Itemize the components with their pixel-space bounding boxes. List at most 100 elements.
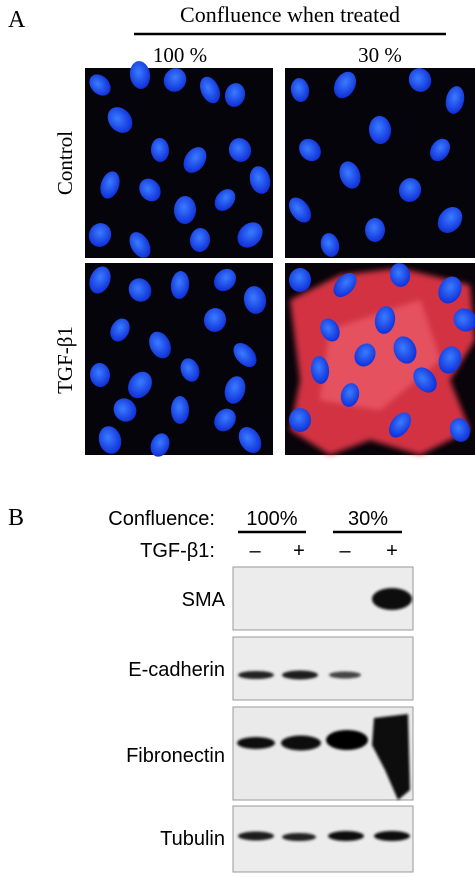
nucleus	[233, 342, 257, 368]
treatment-sign: +	[386, 540, 398, 562]
band	[238, 831, 274, 841]
treatment-sign: +	[293, 540, 305, 562]
nucleus	[214, 408, 236, 432]
nucleus	[290, 78, 310, 102]
nucleus	[438, 276, 462, 304]
nucleus	[189, 228, 211, 252]
row-title: TGF-β1:	[140, 540, 215, 562]
blot-label: SMA	[182, 589, 226, 611]
row-label: TGF-β1	[53, 326, 77, 394]
bands	[237, 588, 412, 841]
blot-label: Tubulin	[160, 828, 225, 850]
nucleus	[199, 76, 221, 104]
blot-label: Fibronectin	[126, 745, 225, 767]
nucleus	[438, 346, 462, 374]
nucleus	[150, 433, 170, 457]
panel-label: B	[8, 505, 24, 531]
nucleus	[333, 272, 357, 298]
nucleus	[249, 166, 271, 194]
band	[374, 831, 410, 841]
nucleus	[374, 306, 396, 334]
nucleus	[224, 376, 246, 404]
group-label: 30%	[348, 508, 388, 530]
nucleus	[299, 138, 321, 162]
nucleus	[107, 107, 133, 133]
nucleus	[449, 418, 471, 442]
nucleus	[224, 83, 246, 107]
row-title: Confluence:	[108, 508, 215, 530]
column-label: 100 %	[153, 43, 207, 67]
nucleus	[180, 358, 200, 382]
nucleus	[320, 318, 340, 342]
nucleus	[430, 138, 450, 162]
nucleus	[100, 171, 120, 199]
band	[326, 730, 368, 750]
nucleus	[289, 197, 311, 223]
nucleus	[408, 68, 432, 92]
nucleus	[214, 189, 236, 211]
band	[372, 714, 410, 800]
nucleus	[89, 266, 111, 294]
nucleus	[368, 116, 392, 144]
nucleus	[310, 356, 330, 384]
row-label: Control	[53, 131, 77, 195]
band	[282, 670, 318, 680]
nucleus	[203, 308, 227, 332]
treatment-sign: –	[249, 540, 261, 562]
band	[329, 671, 361, 679]
nucleus	[445, 86, 465, 114]
group-label: 100%	[246, 508, 297, 530]
nucleus	[288, 268, 312, 292]
band	[282, 833, 316, 841]
nucleus	[163, 68, 187, 92]
column-header: Confluence when treated	[180, 2, 400, 27]
nucleus	[437, 207, 463, 233]
nucleus	[389, 263, 411, 287]
blot	[232, 636, 414, 701]
nucleus	[389, 412, 411, 438]
nucleus	[453, 308, 475, 332]
nucleus	[398, 178, 422, 202]
nucleus	[89, 363, 111, 387]
nucleus	[129, 61, 151, 89]
column-label: 30 %	[358, 43, 402, 67]
nucleus	[228, 138, 252, 162]
nucleus	[89, 74, 111, 96]
nucleus	[149, 331, 171, 359]
nucleus	[183, 147, 207, 173]
nucleus	[214, 268, 236, 292]
nucleus	[110, 318, 130, 342]
actin-staining	[290, 268, 475, 455]
nucleus	[354, 343, 376, 367]
nucleus	[340, 383, 360, 407]
nucleus	[238, 426, 262, 454]
nucleus	[364, 218, 386, 242]
band	[281, 735, 321, 751]
treatment-sign: –	[339, 540, 351, 562]
nucleus	[139, 178, 161, 202]
band	[237, 737, 275, 749]
micrographs	[85, 61, 475, 457]
nucleus	[173, 196, 197, 224]
nucleus	[128, 278, 152, 302]
nucleus	[88, 223, 112, 247]
nucleus	[288, 408, 312, 432]
band	[328, 831, 364, 841]
nucleus	[170, 271, 190, 299]
nucleus	[129, 232, 151, 258]
nucleus	[333, 71, 357, 99]
nucleus	[413, 367, 437, 393]
nucleus	[128, 371, 152, 399]
nucleus	[150, 138, 170, 162]
nucleus	[171, 396, 189, 424]
nucleus	[320, 233, 340, 257]
nucleus	[113, 398, 137, 422]
nucleus	[393, 336, 417, 364]
nucleus	[339, 161, 361, 189]
band	[372, 588, 412, 610]
blot-label: E-cadherin	[128, 659, 225, 681]
panel-label: A	[8, 7, 26, 33]
band	[238, 671, 274, 679]
nucleus	[243, 286, 267, 314]
